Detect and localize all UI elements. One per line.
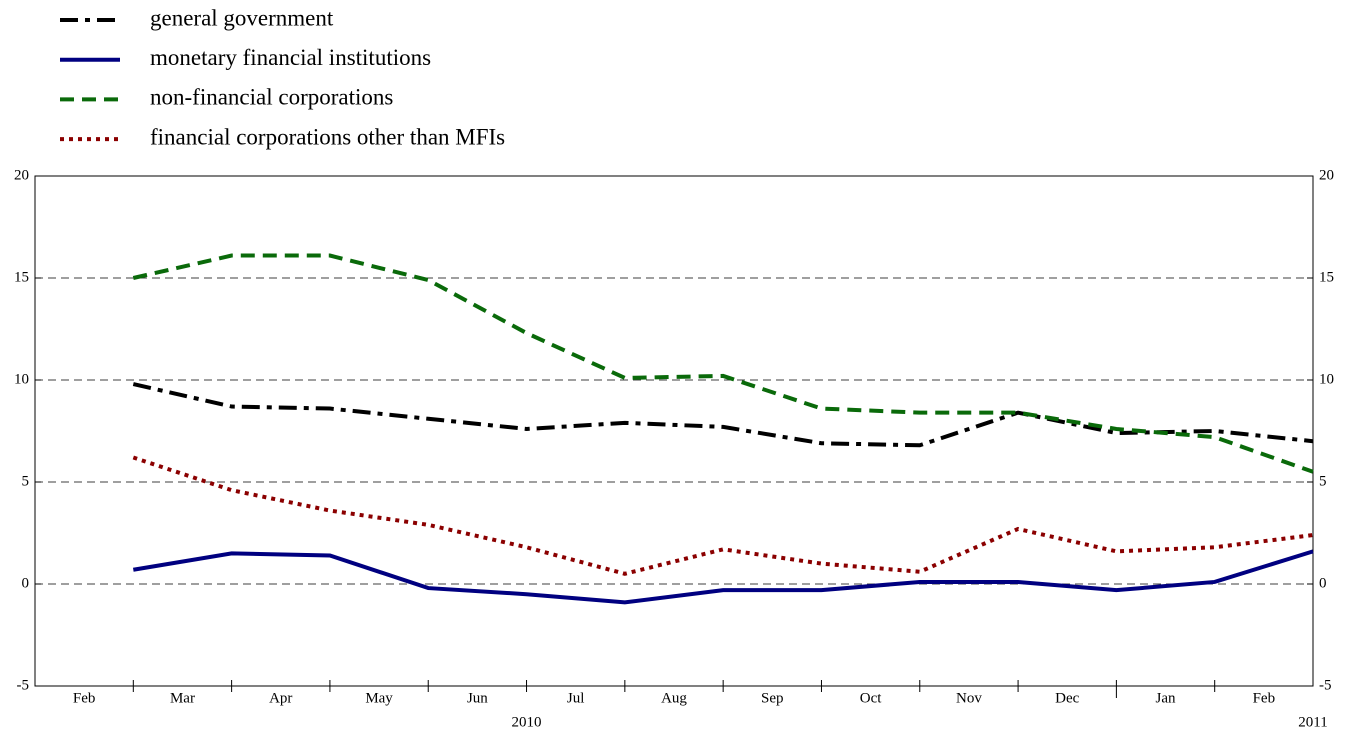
y2-tick-label: -5 (1319, 677, 1332, 693)
y2-tick-label: 15 (1319, 269, 1334, 285)
x-tick-label: Feb (73, 690, 96, 706)
y-tick-label: 10 (14, 371, 29, 387)
y2-tick-label: 20 (1319, 167, 1334, 183)
x-tick-label: Mar (170, 690, 195, 706)
y-tick-label: 5 (22, 473, 30, 489)
y2-tick-label: 0 (1319, 575, 1327, 591)
x-tick-label: Dec (1055, 690, 1079, 706)
x-tick-label: Jan (1156, 690, 1176, 706)
x-tick-label: Aug (661, 690, 687, 706)
legend-label: non-financial corporations (150, 85, 393, 110)
x-tick-label: Oct (860, 690, 882, 706)
y2-tick-label: 5 (1319, 473, 1327, 489)
legend-label: general government (150, 5, 334, 30)
y-tick-label: 20 (14, 167, 29, 183)
series-line (132, 549, 1314, 605)
y-tick-label: 15 (14, 269, 29, 285)
y-tick-label: 0 (22, 575, 30, 591)
x-tick-label: Sep (761, 690, 784, 706)
x-tick-label: Apr (269, 690, 292, 706)
x-tick-label: Jun (467, 690, 488, 706)
x-tick-label: Jul (567, 690, 585, 706)
x-tick-label: May (365, 690, 393, 706)
legend-label: financial corporations other than MFIs (150, 124, 505, 149)
plot-frame (34, 175, 1314, 687)
year-label: 2011 (1298, 714, 1327, 730)
year-label: 2010 (512, 714, 542, 730)
y-tick-label: -5 (17, 677, 30, 693)
legend-label: monetary financial institutions (150, 45, 431, 70)
series-line (132, 382, 1314, 448)
y2-tick-label: 10 (1319, 371, 1334, 387)
series-line (132, 253, 1314, 474)
x-tick-label: Nov (956, 690, 982, 706)
x-tick-label: Feb (1253, 690, 1276, 706)
